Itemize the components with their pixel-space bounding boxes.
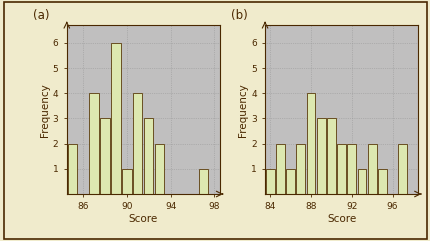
Bar: [144, 119, 153, 194]
Bar: [316, 119, 325, 194]
Bar: [122, 169, 131, 194]
Y-axis label: Frequency: Frequency: [238, 83, 248, 137]
Text: (b): (b): [231, 9, 248, 22]
Bar: [336, 144, 345, 194]
Bar: [111, 43, 120, 194]
Bar: [198, 169, 208, 194]
Bar: [155, 144, 164, 194]
Bar: [133, 93, 142, 194]
Bar: [306, 93, 315, 194]
Bar: [397, 144, 406, 194]
Bar: [347, 144, 355, 194]
Bar: [89, 93, 98, 194]
Bar: [286, 169, 294, 194]
Y-axis label: Frequency: Frequency: [40, 83, 50, 137]
Bar: [326, 119, 335, 194]
Bar: [265, 169, 274, 194]
Bar: [68, 144, 77, 194]
X-axis label: Score: Score: [129, 214, 157, 224]
Bar: [357, 169, 366, 194]
X-axis label: Score: Score: [326, 214, 355, 224]
Bar: [100, 119, 110, 194]
Bar: [296, 144, 304, 194]
Bar: [367, 144, 376, 194]
Bar: [377, 169, 386, 194]
Text: (a): (a): [33, 9, 49, 22]
Bar: [275, 144, 284, 194]
